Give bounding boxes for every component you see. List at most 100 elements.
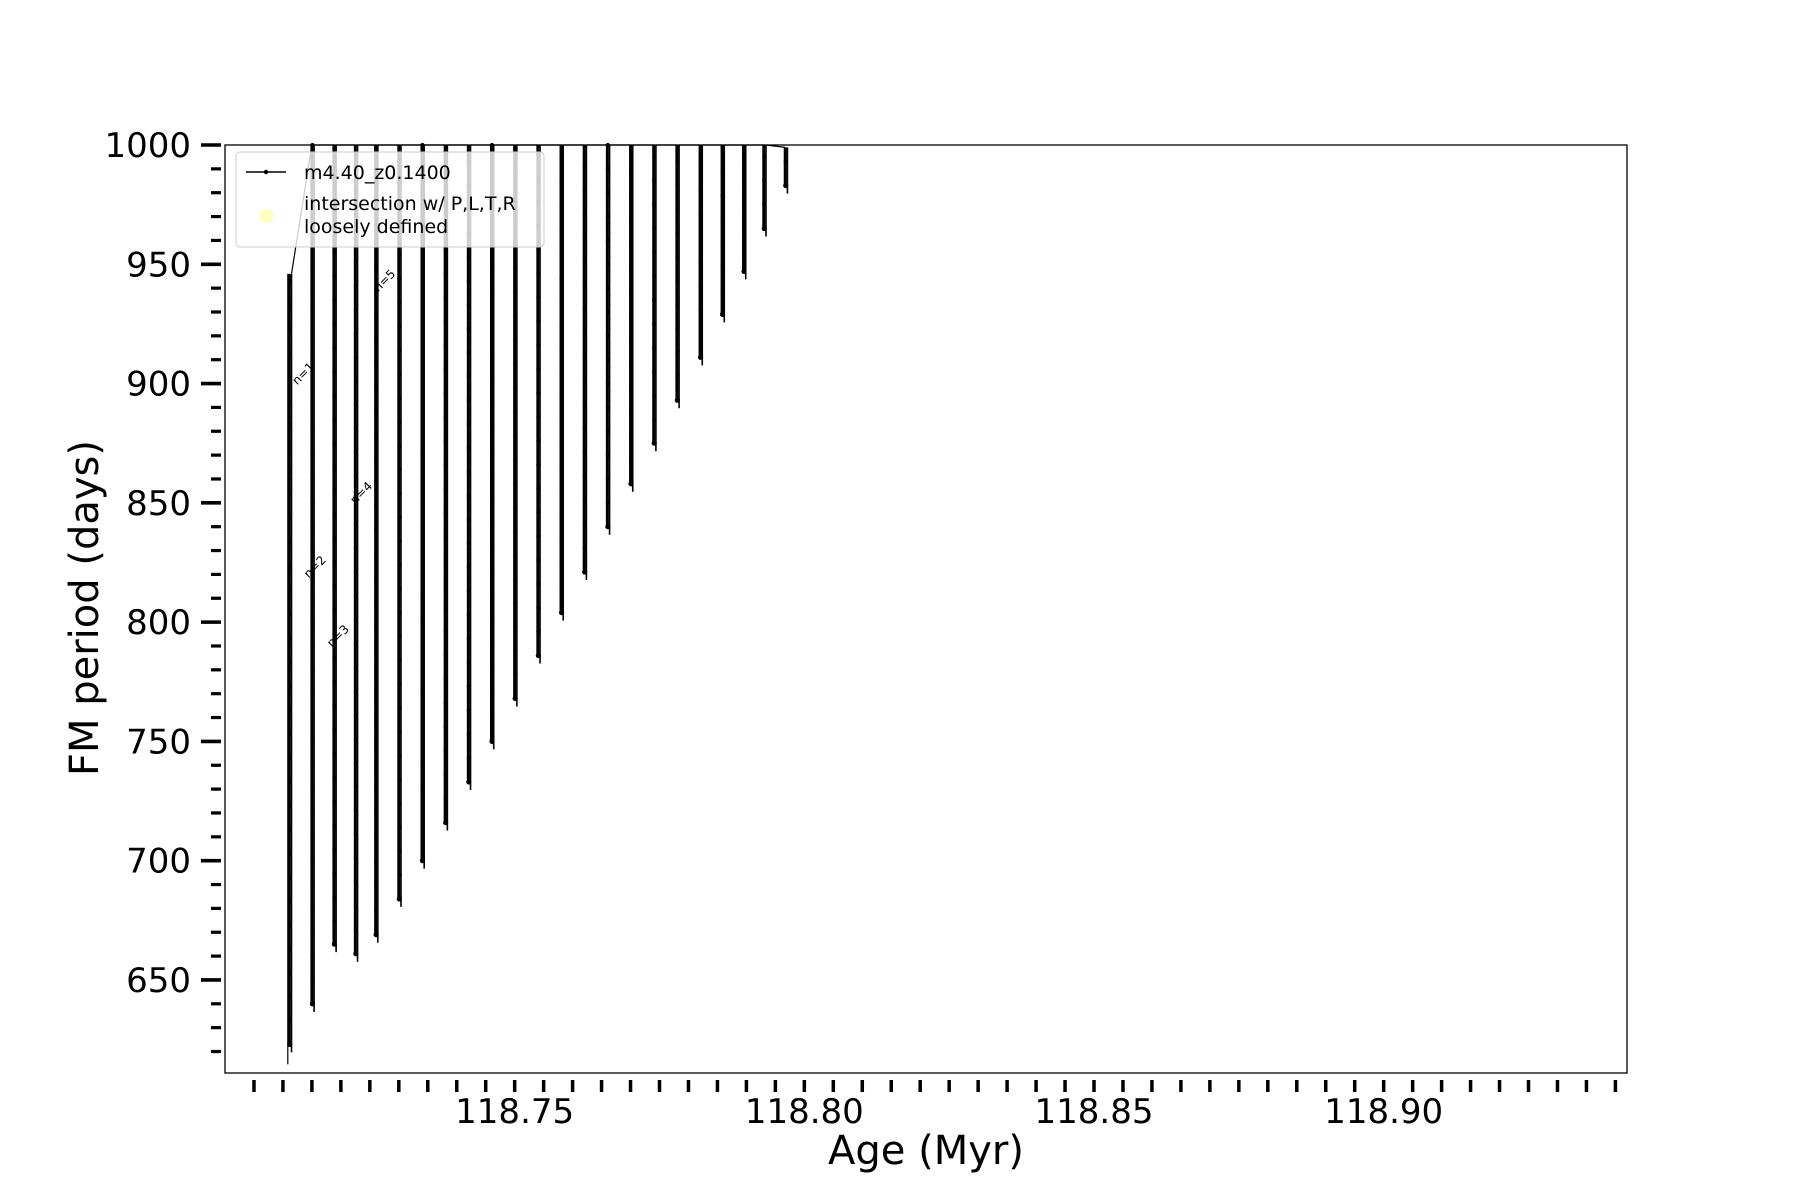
series-point	[466, 541, 471, 546]
series-point	[374, 789, 379, 794]
series-point	[466, 302, 471, 307]
series-point	[720, 145, 725, 150]
series-point	[287, 851, 292, 856]
series-point	[332, 655, 337, 661]
series-point	[582, 546, 587, 551]
series-point	[513, 433, 518, 439]
series-point	[332, 560, 337, 565]
series-point	[536, 486, 541, 491]
series-point	[397, 252, 402, 257]
series-point	[374, 717, 379, 723]
y-tick-label: 800	[126, 603, 191, 643]
series-point	[720, 216, 725, 222]
series-point	[397, 705, 402, 711]
series-point	[374, 693, 379, 699]
series-point	[489, 309, 495, 315]
series-point	[353, 641, 358, 646]
series-point	[287, 612, 292, 618]
series-point-min	[741, 268, 747, 275]
series-point	[287, 350, 292, 355]
series-point	[287, 922, 292, 928]
series-point	[374, 670, 379, 675]
series-point	[652, 250, 657, 255]
series-point	[698, 307, 703, 312]
series-point	[353, 498, 358, 503]
series-point-min	[331, 941, 338, 947]
series-point	[332, 870, 337, 875]
series-point	[582, 474, 587, 479]
series-point	[741, 150, 747, 155]
series-point	[374, 288, 379, 293]
series-point	[783, 159, 788, 164]
series-point	[582, 259, 587, 264]
legend-label-intersection: intersection w/ P,L,T,R loosely defined	[304, 193, 516, 238]
series-point	[353, 880, 358, 885]
series-point	[559, 395, 564, 400]
series-point	[332, 464, 337, 470]
series-point	[420, 286, 425, 291]
series-point	[310, 453, 315, 458]
series-point	[605, 286, 610, 291]
series-point	[420, 453, 425, 458]
series-point	[489, 524, 495, 529]
series-point	[397, 586, 402, 591]
series-point	[332, 345, 337, 350]
series-point	[287, 756, 292, 761]
series-point	[353, 903, 358, 909]
series-point-min	[309, 1001, 316, 1007]
series-point	[310, 834, 315, 839]
series-point	[310, 596, 315, 601]
series-point	[332, 751, 337, 756]
series-point	[374, 646, 379, 651]
series-point-min	[697, 354, 704, 360]
series-point	[675, 255, 680, 260]
series-point	[536, 629, 541, 634]
legend-label-series: m4.40_z0.1400	[304, 162, 451, 184]
series-point	[605, 309, 610, 315]
series-point	[675, 374, 680, 379]
series-point	[374, 550, 379, 556]
series-point	[310, 262, 315, 267]
series-point	[332, 798, 337, 804]
series-point	[397, 634, 402, 639]
series-point	[762, 202, 767, 207]
series-point	[287, 493, 292, 498]
series-point	[605, 262, 610, 267]
series-point	[310, 691, 315, 696]
series-point	[489, 572, 495, 577]
series-point	[287, 684, 292, 689]
series-point	[559, 324, 564, 329]
series-point	[287, 636, 292, 641]
series-point	[513, 505, 518, 510]
series-point	[443, 319, 448, 324]
series-point	[652, 417, 657, 422]
series-point	[397, 872, 402, 878]
series-point	[353, 331, 358, 336]
series-point	[466, 756, 471, 761]
series-point	[489, 262, 495, 267]
series-point	[536, 319, 541, 324]
series-point	[466, 493, 471, 498]
series-point	[466, 708, 471, 713]
series-point	[536, 247, 541, 253]
series-point	[287, 565, 292, 570]
series-point	[466, 469, 471, 474]
series-point	[675, 302, 680, 307]
series-point	[698, 283, 703, 288]
series-point	[353, 307, 358, 312]
plot-frame	[224, 144, 1628, 1074]
series-point	[628, 410, 634, 415]
series-point	[513, 314, 518, 319]
series-point-min	[443, 819, 449, 826]
series-point	[443, 534, 448, 539]
series-point	[559, 515, 564, 520]
series-point	[605, 476, 610, 482]
series-point	[466, 445, 471, 451]
series-point	[536, 391, 541, 396]
series-point	[720, 192, 725, 198]
series-point	[559, 228, 564, 233]
series-point	[466, 517, 471, 522]
series-point-min	[353, 951, 359, 957]
series-point	[513, 553, 518, 558]
series-point	[466, 636, 471, 641]
